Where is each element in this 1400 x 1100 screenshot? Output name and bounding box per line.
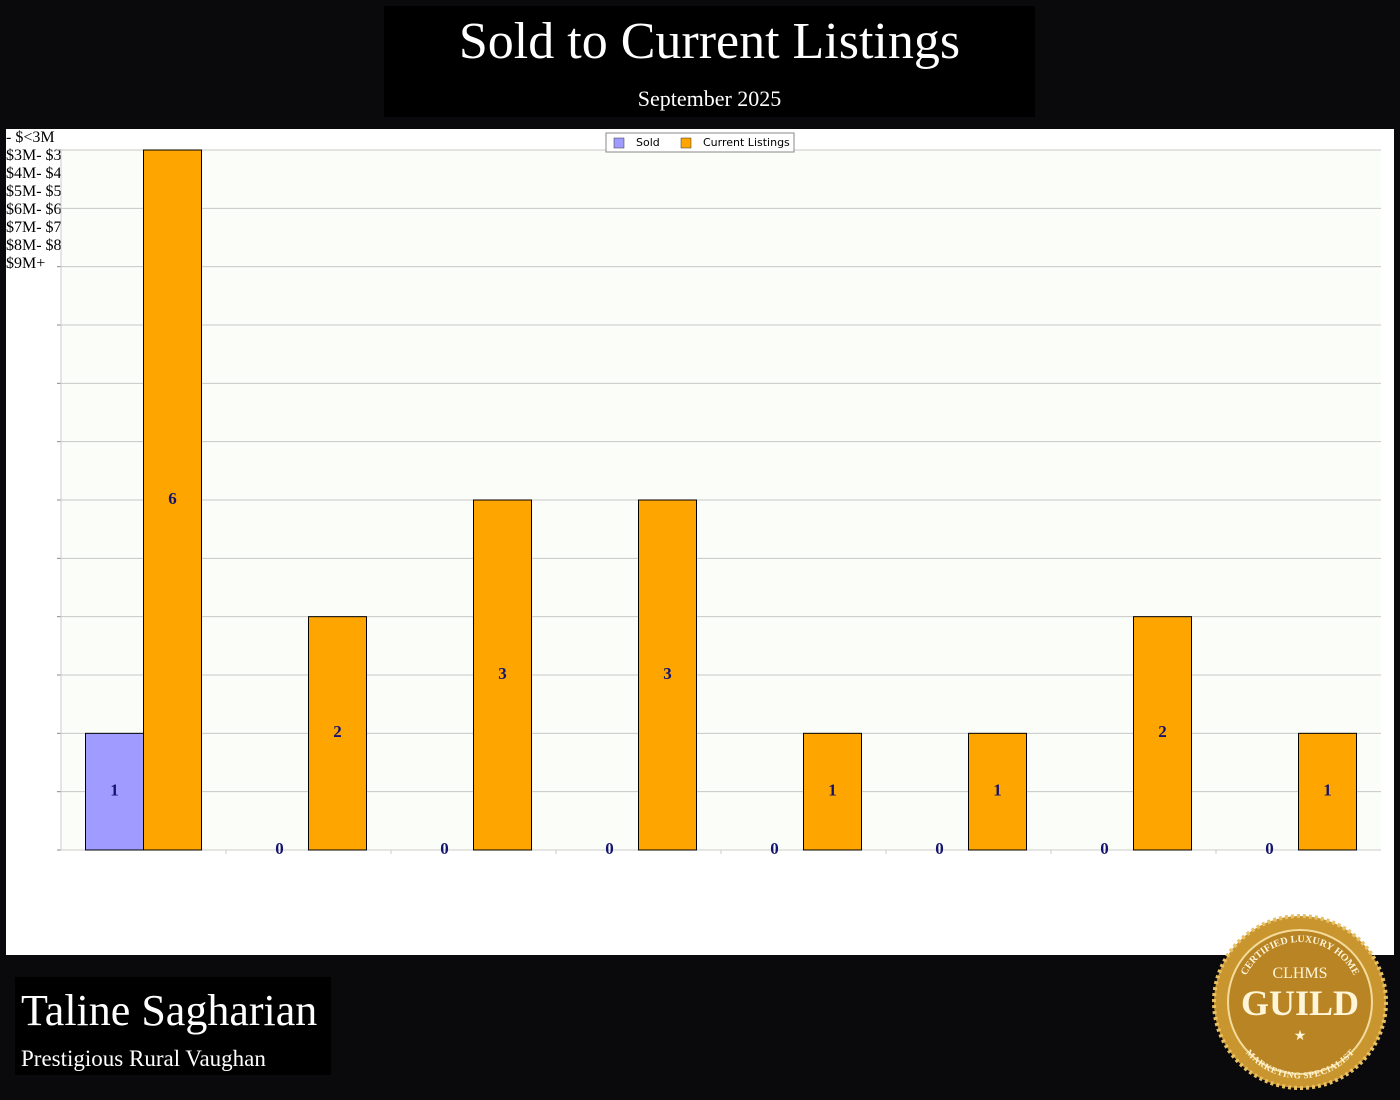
- value-label: 0: [935, 839, 944, 858]
- bar: [85, 732, 144, 851]
- value-label: 1: [110, 781, 119, 800]
- badge-star: ★: [1294, 1029, 1307, 1044]
- chart: 1 6 0 2 0 3 0 3 0 1 0 1 0 2 0 1 Sold Current Listings: [57, 132, 1381, 858]
- legend-label: Sold: [636, 136, 660, 149]
- bar: [1133, 616, 1192, 851]
- x-tick-label: - $<3M: [6, 129, 55, 146]
- value-label: 2: [333, 722, 342, 741]
- badge: CERTIFIED LUXURY HOME CLHMS GUILD ★ MARK…: [1212, 914, 1388, 1090]
- badge-word: GUILD: [1241, 983, 1359, 1023]
- legend-label: Current Listings: [703, 136, 790, 149]
- title-box: Sold to Current Listings September 2025: [384, 6, 1035, 117]
- footer: Taline Sagharian Prestigious Rural Vaugh…: [15, 977, 331, 1075]
- bar: [1298, 732, 1357, 851]
- legend-swatch: [680, 137, 692, 149]
- value-label: 2: [1158, 722, 1167, 741]
- badge-inner: [1227, 929, 1373, 1075]
- value-label: 1: [1323, 781, 1332, 800]
- badge-brand: CLHMS: [1272, 965, 1327, 982]
- value-label: 1: [993, 781, 1002, 800]
- value-label: 0: [605, 839, 614, 858]
- legend-box: [605, 132, 795, 153]
- bar: [638, 499, 697, 851]
- value-label: 0: [1265, 839, 1274, 858]
- chart-title: Sold to Current Listings: [458, 13, 961, 70]
- chart-panel: 1 6 0 2 0 3 0 3 0 1 0 1 0 2 0 1 Sold Current Listings - $…: [6, 129, 1394, 955]
- bar: [143, 149, 202, 851]
- bar: [803, 732, 862, 851]
- value-label: 6: [168, 489, 177, 508]
- chart-subtitle: September 2025: [637, 86, 782, 111]
- legend-swatch: [613, 137, 625, 149]
- agent-area: Prestigious Rural Vaughan: [21, 1046, 266, 1071]
- value-label: 3: [498, 664, 507, 683]
- value-label: 0: [770, 839, 779, 858]
- legend: Sold Current Listings: [605, 132, 795, 153]
- bar: [968, 732, 1027, 851]
- value-label: 1: [828, 781, 837, 800]
- value-label: 0: [275, 839, 284, 858]
- x-tick-label: $9M+: [6, 255, 46, 272]
- value-label: 3: [663, 664, 672, 683]
- value-label: 0: [440, 839, 449, 858]
- value-label: 0: [1100, 839, 1109, 858]
- bar: [308, 616, 367, 851]
- agent-name: Taline Sagharian: [21, 986, 318, 1035]
- bar: [473, 499, 532, 851]
